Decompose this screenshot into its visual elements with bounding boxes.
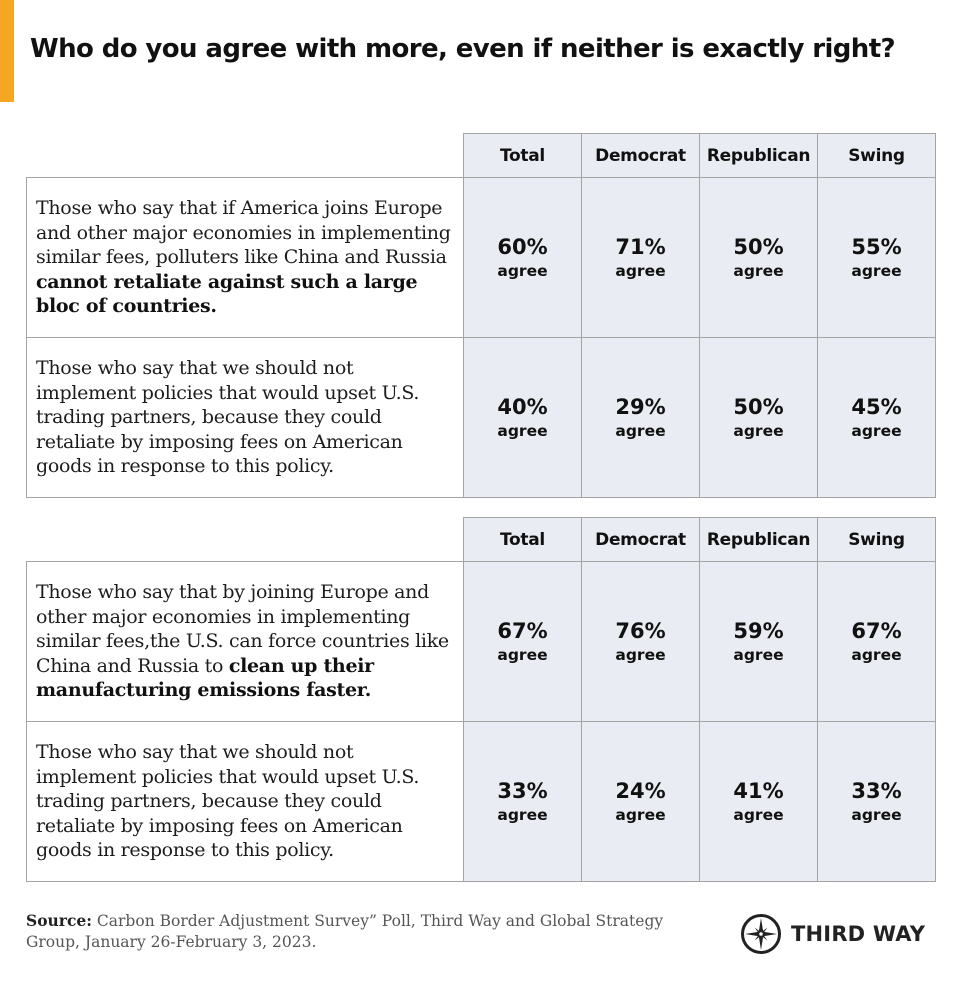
agree-label: agree bbox=[851, 805, 902, 824]
agree-label: agree bbox=[733, 645, 784, 664]
value-cell-total: 67% agree bbox=[463, 561, 582, 722]
table-row: Those who say that we should not impleme… bbox=[26, 337, 936, 498]
agree-label: agree bbox=[733, 261, 784, 280]
table-row: Those who say that by joining Europe and… bbox=[26, 561, 936, 722]
value-cell-democrat: 24% agree bbox=[581, 721, 700, 882]
column-header-democrat: Democrat bbox=[581, 133, 700, 178]
percent-value: 76% bbox=[615, 618, 666, 643]
column-header-total: Total bbox=[463, 517, 582, 562]
source-note: Source: Carbon Border Adjustment Survey”… bbox=[26, 910, 716, 953]
value-cell-total: 60% agree bbox=[463, 177, 582, 338]
compass-star-icon bbox=[741, 914, 781, 954]
statement-text: Those who say that we should not impleme… bbox=[36, 357, 420, 478]
header-spacer bbox=[26, 517, 464, 562]
statement-text: Those who say that if America joins Euro… bbox=[36, 197, 451, 269]
source-text: Carbon Border Adjustment Survey” Poll, T… bbox=[26, 912, 664, 951]
statement-text: Those who say that by joining Europe and… bbox=[36, 581, 449, 677]
agree-label: agree bbox=[615, 421, 666, 440]
value-cell-total: 40% agree bbox=[463, 337, 582, 498]
statement-cell: Those who say that if America joins Euro… bbox=[26, 177, 464, 338]
statement-emphasis: clean up their manufacturing emissions f… bbox=[36, 654, 374, 702]
column-header-republican: Republican bbox=[699, 517, 818, 562]
statement-cell: Those who say that by joining Europe and… bbox=[26, 561, 464, 722]
percent-value: 60% bbox=[497, 234, 548, 259]
statement-cell: Those who say that we should not impleme… bbox=[26, 721, 464, 882]
percent-value: 50% bbox=[733, 394, 784, 419]
value-cell-republican: 50% agree bbox=[699, 177, 818, 338]
value-cell-total: 33% agree bbox=[463, 721, 582, 882]
value-cell-swing: 33% agree bbox=[817, 721, 936, 882]
agree-label: agree bbox=[497, 261, 548, 280]
value-cell-democrat: 76% agree bbox=[581, 561, 700, 722]
results-table-1: Total Democrat Republican Swing Those wh… bbox=[26, 133, 936, 498]
table-row: Those who say that we should not impleme… bbox=[26, 721, 936, 882]
statement-text: Those who say that we should not impleme… bbox=[36, 741, 420, 862]
agree-label: agree bbox=[733, 805, 784, 824]
column-header-republican: Republican bbox=[699, 133, 818, 178]
accent-bar bbox=[0, 0, 14, 102]
column-header-democrat: Democrat bbox=[581, 517, 700, 562]
statement-emphasis: cannot retaliate against such a large bl… bbox=[36, 270, 418, 318]
percent-value: 33% bbox=[851, 778, 902, 803]
percent-value: 45% bbox=[851, 394, 902, 419]
percent-value: 67% bbox=[497, 618, 548, 643]
percent-value: 24% bbox=[615, 778, 666, 803]
agree-label: agree bbox=[615, 645, 666, 664]
header-spacer bbox=[26, 133, 464, 178]
percent-value: 71% bbox=[615, 234, 666, 259]
percent-value: 33% bbox=[497, 778, 548, 803]
chart-title: Who do you agree with more, even if neit… bbox=[30, 34, 896, 64]
value-cell-swing: 45% agree bbox=[817, 337, 936, 498]
column-header-total: Total bbox=[463, 133, 582, 178]
agree-label: agree bbox=[851, 421, 902, 440]
agree-label: agree bbox=[851, 261, 902, 280]
percent-value: 55% bbox=[851, 234, 902, 259]
value-cell-democrat: 29% agree bbox=[581, 337, 700, 498]
value-cell-swing: 67% agree bbox=[817, 561, 936, 722]
percent-value: 29% bbox=[615, 394, 666, 419]
source-label: Source: bbox=[26, 911, 92, 930]
agree-label: agree bbox=[497, 805, 548, 824]
agree-label: agree bbox=[615, 805, 666, 824]
value-cell-republican: 50% agree bbox=[699, 337, 818, 498]
column-header-swing: Swing bbox=[817, 133, 936, 178]
value-cell-republican: 41% agree bbox=[699, 721, 818, 882]
value-cell-democrat: 71% agree bbox=[581, 177, 700, 338]
percent-value: 40% bbox=[497, 394, 548, 419]
third-way-logo: THIRD WAY bbox=[740, 913, 925, 955]
percent-value: 67% bbox=[851, 618, 902, 643]
agree-label: agree bbox=[615, 261, 666, 280]
percent-value: 59% bbox=[733, 618, 784, 643]
agree-label: agree bbox=[733, 421, 784, 440]
agree-label: agree bbox=[851, 645, 902, 664]
table-row: Those who say that if America joins Euro… bbox=[26, 177, 936, 338]
statement-cell: Those who say that we should not impleme… bbox=[26, 337, 464, 498]
value-cell-republican: 59% agree bbox=[699, 561, 818, 722]
percent-value: 50% bbox=[733, 234, 784, 259]
logo-text: THIRD WAY bbox=[791, 922, 926, 946]
column-header-swing: Swing bbox=[817, 517, 936, 562]
agree-label: agree bbox=[497, 421, 548, 440]
value-cell-swing: 55% agree bbox=[817, 177, 936, 338]
percent-value: 41% bbox=[733, 778, 784, 803]
results-table-2: Total Democrat Republican Swing Those wh… bbox=[26, 517, 936, 882]
agree-label: agree bbox=[497, 645, 548, 664]
